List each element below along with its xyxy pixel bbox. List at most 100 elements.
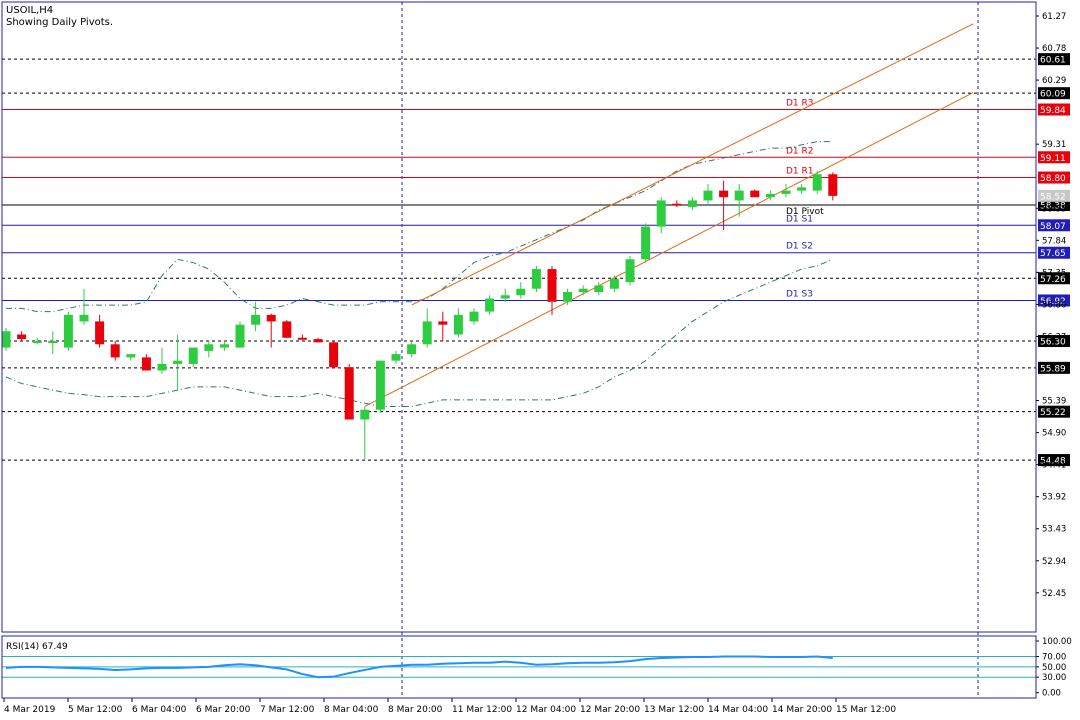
rsi-tick-label-1: 70.00 xyxy=(1042,653,1066,663)
y-tick-label-6: 57.35 xyxy=(1042,268,1066,278)
candle-body-35 xyxy=(547,269,557,302)
rsi-tick-label-3: 30.00 xyxy=(1042,673,1066,683)
pivot-label-2: D1 R1 xyxy=(786,167,814,177)
dotted-level-price-box-2 xyxy=(1038,272,1070,285)
y-tick-label-14: 52.94 xyxy=(1042,557,1066,567)
y-tick-label-0: 61.27 xyxy=(1042,12,1066,22)
candle-body-36 xyxy=(563,291,573,302)
x-tick-label-2: 6 Mar 04:00 xyxy=(132,705,187,715)
candle-body-43 xyxy=(672,203,682,206)
y-tick-label-1: 60.78 xyxy=(1042,44,1066,54)
dotted-level-price-text-5: 55.22 xyxy=(1040,408,1066,418)
candle-body-0 xyxy=(1,331,11,348)
candle-body-11 xyxy=(173,360,183,364)
dotted-level-price-text-3: 56.30 xyxy=(1040,338,1066,348)
candle-body-4 xyxy=(63,314,73,348)
candle-body-52 xyxy=(812,174,822,191)
dotted-level-price-text-2: 57.26 xyxy=(1040,275,1066,285)
band-upper xyxy=(6,141,833,313)
y-tick-label-11: 54.41 xyxy=(1042,461,1066,471)
pivot-price-box-1 xyxy=(1038,151,1070,164)
candle-body-3 xyxy=(48,341,58,344)
candle-body-39 xyxy=(609,278,619,289)
candle-body-28 xyxy=(438,321,448,325)
candle-body-8 xyxy=(126,354,136,358)
pivot-price-text-6: 56.92 xyxy=(1040,297,1066,307)
candle-body-9 xyxy=(141,357,151,371)
x-tick-label-8: 12 Mar 04:00 xyxy=(516,705,576,715)
candle-body-37 xyxy=(578,288,588,292)
y-tick-label-7: 56.86 xyxy=(1042,300,1066,310)
y-tick-label-15: 52.45 xyxy=(1042,589,1066,599)
candle-body-26 xyxy=(407,344,417,355)
dotted-level-price-text-1: 60.09 xyxy=(1040,90,1066,100)
y-tick-label-13: 53.43 xyxy=(1042,525,1066,535)
dotted-level-price-box-3 xyxy=(1038,335,1070,348)
x-tick-label-6: 8 Mar 20:00 xyxy=(388,705,443,715)
pivot-price-text-1: 59.11 xyxy=(1040,154,1066,164)
pivot-label-0: D1 R3 xyxy=(786,99,814,109)
candle-body-49 xyxy=(765,193,775,198)
candle-body-25 xyxy=(391,354,401,361)
trend-channel xyxy=(364,23,974,407)
candle-body-19 xyxy=(297,337,307,340)
pivot-price-text-4: 58.07 xyxy=(1040,222,1066,232)
x-tick-label-7: 11 Mar 12:00 xyxy=(452,705,512,715)
candle-body-12 xyxy=(188,347,198,364)
x-tick-label-4: 7 Mar 12:00 xyxy=(260,705,315,715)
candle-body-29 xyxy=(453,314,463,335)
y-tick-label-4: 58.33 xyxy=(1042,204,1066,214)
dotted-level-price-text-4: 55.89 xyxy=(1040,364,1066,374)
candle-body-40 xyxy=(625,259,635,283)
pivot-price-box-0 xyxy=(1038,103,1070,116)
candle-body-34 xyxy=(531,269,541,289)
y-tick-label-3: 59.31 xyxy=(1042,140,1066,150)
x-tick-label-11: 14 Mar 04:00 xyxy=(708,705,768,715)
candle-body-45 xyxy=(703,190,713,201)
candle-body-51 xyxy=(797,187,807,191)
dotted-level-price-box-5 xyxy=(1038,405,1070,418)
time-axis: 4 Mar 2019 5 Mar 12:00 6 Mar 04:00 6 Mar 20… xyxy=(3,698,896,715)
grid-lines xyxy=(401,2,979,698)
candle-body-5 xyxy=(79,314,89,322)
channel-line-lower xyxy=(364,92,974,407)
pivot-price-box-2 xyxy=(1038,171,1070,184)
y-tick-label-10: 54.90 xyxy=(1042,429,1066,439)
pivot-price-text-0: 59.84 xyxy=(1040,106,1066,116)
candle-body-6 xyxy=(95,321,105,345)
current-price-text: 58.52 xyxy=(1040,192,1066,202)
pivot-label-5: D1 S2 xyxy=(786,242,813,252)
pivot-price-text-3: 58.38 xyxy=(1040,202,1066,212)
current-price-box xyxy=(1038,189,1070,202)
bollinger-bands xyxy=(5,141,833,407)
candle-body-53 xyxy=(828,174,838,196)
band-lower xyxy=(5,258,833,407)
candle-body-2 xyxy=(32,341,42,344)
candle-body-23 xyxy=(360,409,370,420)
pivot-label-6: D1 S3 xyxy=(786,289,813,299)
dotted-level-price-box-1 xyxy=(1038,87,1070,100)
rsi-tick-label-0: 100.00 xyxy=(1042,637,1072,647)
candle-body-16 xyxy=(251,314,261,325)
dotted-level-price-box-4 xyxy=(1038,361,1070,374)
candle-body-15 xyxy=(235,324,245,348)
candle-body-14 xyxy=(219,344,229,348)
pivot-label-1: D1 R2 xyxy=(786,146,814,156)
candle-body-21 xyxy=(329,342,339,368)
channel-line-upper xyxy=(411,23,974,306)
pivot-price-box-5 xyxy=(1038,246,1070,259)
candle-body-1 xyxy=(17,334,27,340)
x-tick-label-5: 8 Mar 04:00 xyxy=(324,705,379,715)
symbol-label: USOIL,H4 xyxy=(6,5,53,16)
main-chart-frame xyxy=(1,1,1037,633)
candle-body-24 xyxy=(375,360,385,410)
candle-body-50 xyxy=(781,190,791,194)
candle-body-32 xyxy=(500,295,510,299)
dotted-level-price-box-6 xyxy=(1038,454,1070,467)
x-tick-label-10: 13 Mar 12:00 xyxy=(644,705,704,715)
y-tick-label-9: 55.39 xyxy=(1042,397,1066,407)
x-tick-label-9: 12 Mar 20:00 xyxy=(580,705,640,715)
